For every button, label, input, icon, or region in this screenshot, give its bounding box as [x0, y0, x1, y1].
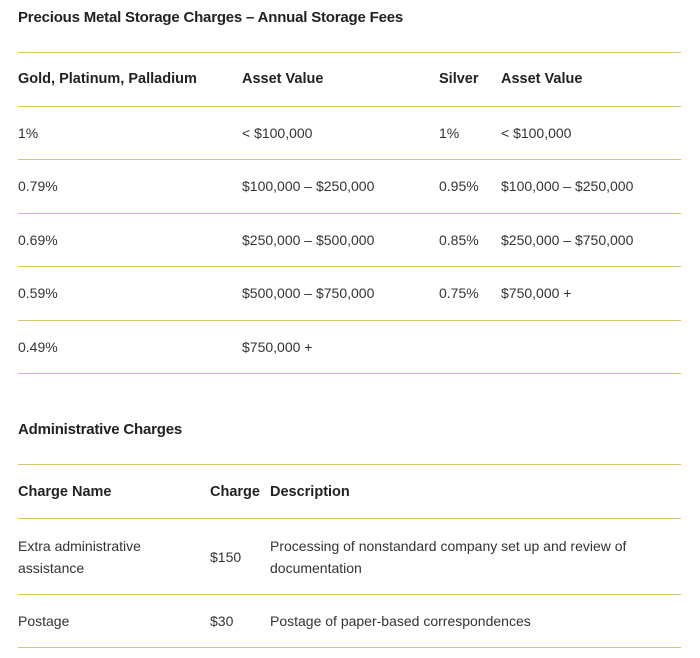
silver-rate-cell: 0.95%	[439, 178, 479, 195]
header-gold-asset-value: Asset Value	[242, 71, 324, 88]
table-row: Extra administrative assistance $150 Pro…	[18, 518, 681, 595]
header-description: Description	[270, 483, 350, 500]
silver-value-cell: < $100,000	[501, 124, 572, 141]
gold-rate-cell: 1%	[18, 124, 39, 141]
gold-rate-cell: 0.49%	[18, 338, 58, 355]
charge-description-cell: Processing of nonstandard company set up…	[270, 537, 627, 576]
silver-rate-cell: 0.85%	[439, 231, 479, 248]
table-row: Postage $30 Postage of paper-based corre…	[18, 594, 681, 648]
admin-table-header-row: Charge Name Charge Description	[18, 464, 681, 519]
table-row: 0.59% $500,000 – $750,000 0.75% $750,000…	[18, 266, 681, 321]
silver-rate-cell: 1%	[439, 124, 460, 141]
storage-fees-table: Gold, Platinum, Palladium Asset Value Si…	[18, 52, 681, 374]
admin-charges-title: Administrative Charges	[18, 421, 182, 438]
silver-rate-cell: 0.75%	[439, 285, 479, 302]
gold-value-cell: $250,000 – $500,000	[242, 231, 375, 248]
charge-amount-cell: $30	[210, 613, 234, 629]
silver-value-cell: $100,000 – $250,000	[501, 178, 634, 195]
gold-value-cell: $750,000 +	[242, 338, 313, 355]
table-row: 0.49% $750,000 +	[18, 320, 681, 374]
charge-amount-cell: $150	[210, 548, 242, 565]
gold-value-cell: $100,000 – $250,000	[242, 178, 375, 195]
table-row: 0.79% $100,000 – $250,000 0.95% $100,000…	[18, 159, 681, 214]
gold-rate-cell: 0.59%	[18, 285, 58, 302]
header-silver: Silver	[439, 71, 479, 88]
charge-name-cell: Postage	[18, 613, 70, 629]
silver-value-cell	[501, 320, 681, 374]
gold-value-cell: < $100,000	[242, 124, 313, 141]
storage-table-header-row: Gold, Platinum, Palladium Asset Value Si…	[18, 52, 681, 107]
gold-value-cell: $500,000 – $750,000	[242, 285, 375, 302]
silver-rate-cell	[439, 320, 501, 374]
charge-description-cell: Postage of paper-based correspondences	[270, 613, 531, 629]
gold-rate-cell: 0.79%	[18, 178, 58, 195]
header-charge-name: Charge Name	[18, 483, 112, 500]
silver-value-cell: $250,000 – $750,000	[501, 231, 634, 248]
admin-charges-table: Charge Name Charge Description Extra adm…	[18, 464, 681, 648]
header-gold-metals: Gold, Platinum, Palladium	[18, 71, 197, 88]
charge-name-cell: Extra administrative assistance	[18, 537, 141, 576]
header-charge: Charge	[210, 483, 260, 500]
header-silver-asset-value: Asset Value	[501, 71, 583, 88]
table-row: 0.69% $250,000 – $500,000 0.85% $250,000…	[18, 213, 681, 267]
silver-value-cell: $750,000 +	[501, 285, 572, 302]
storage-fees-title: Precious Metal Storage Charges – Annual …	[18, 9, 403, 26]
gold-rate-cell: 0.69%	[18, 231, 58, 248]
table-row: 1% < $100,000 1% < $100,000	[18, 106, 681, 160]
